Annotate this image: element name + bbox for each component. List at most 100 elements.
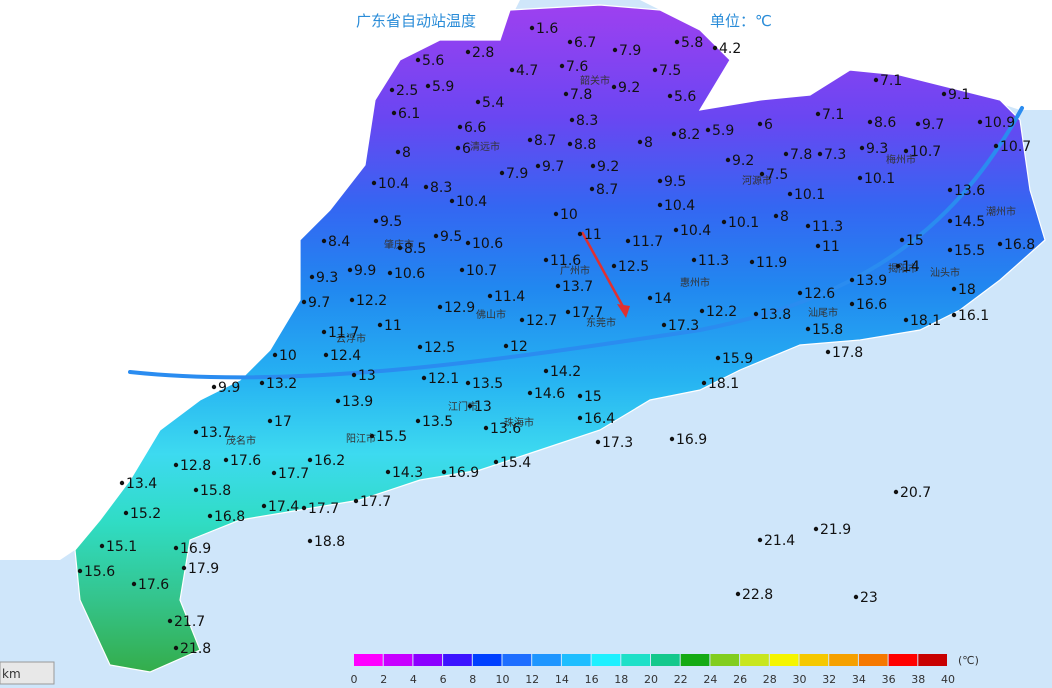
station-dot: [813, 526, 819, 532]
station-value: 16.6: [856, 297, 887, 313]
station-dot: [657, 202, 663, 208]
station-value: 9.5: [440, 229, 462, 245]
station-dot: [611, 263, 617, 269]
station-value: 17.4: [268, 499, 299, 515]
station-dot: [223, 457, 229, 463]
station-dot: [903, 148, 909, 154]
station-value: 8.7: [596, 182, 618, 198]
station-dot: [947, 247, 953, 253]
station-dot: [805, 326, 811, 332]
station-value: 9.7: [922, 117, 944, 133]
city-label: 河源市: [742, 174, 772, 187]
station-dot: [351, 372, 357, 378]
legend-swatch: [651, 654, 680, 666]
station-dot: [259, 380, 265, 386]
legend-swatch: [888, 654, 918, 666]
station-value: 5.4: [482, 95, 504, 111]
station-value: 8: [402, 145, 411, 161]
legend-tick-label: 36: [882, 673, 896, 686]
station-dot: [705, 127, 711, 133]
station-value: 10.9: [984, 115, 1015, 131]
station-value: 12.8: [180, 458, 211, 474]
station-value: 10.7: [1000, 139, 1031, 155]
legend-swatch: [561, 654, 591, 666]
station-dot: [893, 489, 899, 495]
station-value: 6.1: [398, 106, 420, 122]
station-dot: [661, 322, 667, 328]
station-dot: [503, 343, 509, 349]
station-dot: [701, 380, 707, 386]
station-value: 10.4: [456, 194, 487, 210]
station-value: 13: [358, 368, 376, 384]
station-dot: [459, 267, 465, 273]
station-value: 7.8: [570, 87, 592, 103]
station-dot: [825, 349, 831, 355]
unit-note: 单位：℃: [710, 12, 772, 30]
station-value: 21.9: [820, 522, 851, 538]
station-value: 7.5: [659, 63, 681, 79]
city-label: 惠州市: [680, 276, 710, 289]
station-dot: [425, 83, 431, 89]
station-value: 12.5: [618, 259, 649, 275]
station-dot: [417, 344, 423, 350]
station-dot: [493, 459, 499, 465]
station-value: 7.9: [619, 43, 641, 59]
station-dot: [674, 39, 680, 45]
station-dot: [415, 57, 421, 63]
station-value: 15.6: [84, 564, 115, 580]
station-dot: [77, 568, 83, 574]
station-dot: [853, 594, 859, 600]
city-label: 茂名市: [226, 434, 256, 447]
legend-tick-label: 2: [380, 673, 387, 686]
station-value: 14.5: [954, 214, 985, 230]
station-dot: [753, 311, 759, 317]
station-value: 10.7: [910, 144, 941, 160]
station-value: 15.8: [812, 322, 843, 338]
station-value: 8: [780, 209, 789, 225]
station-value: 11.7: [632, 234, 663, 250]
station-value: 16.9: [676, 432, 707, 448]
station-value: 13.7: [200, 425, 231, 441]
legend-tick-label: 14: [555, 673, 569, 686]
outside-land: [640, 0, 1052, 110]
station-value: 16.8: [1004, 237, 1035, 253]
station-value: 14.2: [550, 364, 581, 380]
station-value: 11.4: [494, 289, 525, 305]
station-dot: [301, 299, 307, 305]
station-dot: [391, 110, 397, 116]
station-value: 8.5: [404, 241, 426, 257]
station-dot: [797, 290, 803, 296]
station-value: 12.5: [424, 340, 455, 356]
station-dot: [261, 503, 267, 509]
station-dot: [483, 425, 489, 431]
station-dot: [437, 304, 443, 310]
station-value: 9.7: [542, 159, 564, 175]
legend-swatch: [621, 654, 650, 666]
station-dot: [757, 537, 763, 543]
legend-tick-label: 20: [644, 673, 658, 686]
station-value: 13.9: [856, 273, 887, 289]
station-value: 9.2: [597, 159, 619, 175]
station-value: 13.5: [422, 414, 453, 430]
station-dot: [947, 187, 953, 193]
station-value: 13.7: [562, 279, 593, 295]
station-value: 7.5: [766, 167, 788, 183]
station-value: 15.9: [722, 351, 753, 367]
legend-swatch: [710, 654, 740, 666]
station-dot: [123, 510, 129, 516]
station-value: 11.6: [550, 253, 581, 269]
station-value: 6: [764, 117, 773, 133]
station-dot: [941, 91, 947, 97]
station-value: 11.3: [698, 253, 729, 269]
legend-swatch: [413, 654, 443, 666]
legend-tick-label: 0: [351, 673, 358, 686]
station-value: 9.2: [732, 153, 754, 169]
station-dot: [321, 238, 327, 244]
station-dot: [487, 293, 493, 299]
station-dot: [193, 429, 199, 435]
station-dot: [475, 99, 481, 105]
city-label: 云浮市: [336, 332, 366, 345]
station-dot: [951, 312, 957, 318]
station-dot: [735, 591, 741, 597]
legend-tick-label: 4: [410, 673, 417, 686]
